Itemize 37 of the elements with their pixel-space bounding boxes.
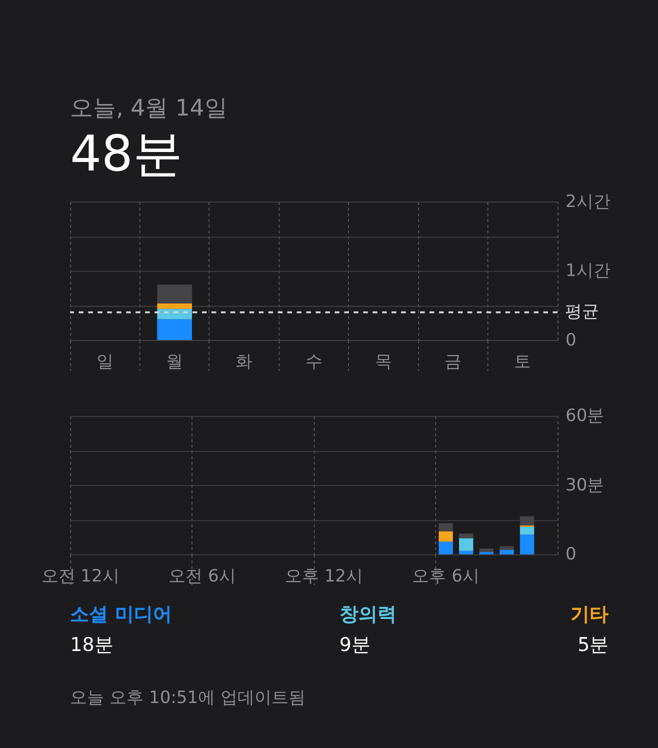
- x-tick-label: 오후 6시: [412, 566, 480, 586]
- y-tick-label: 60분: [566, 406, 604, 426]
- x-tick-label: 수: [305, 352, 322, 372]
- x-tick-label: 화: [236, 352, 253, 372]
- x-tick-label: 금: [444, 352, 462, 372]
- bar: [520, 526, 534, 535]
- x-tick-label: 월: [166, 352, 184, 372]
- bar: [438, 523, 453, 532]
- text: 9분: [339, 634, 370, 656]
- ref-line-label: 평균: [565, 302, 600, 322]
- x-tick-label: 오전 6시: [168, 566, 236, 586]
- bar: [459, 538, 474, 551]
- y-tick-label: 0: [566, 330, 576, 350]
- chart-title: 오늘, 4월 14일: [70, 95, 228, 122]
- x-tick-label: 목: [374, 352, 392, 372]
- bar: [479, 548, 494, 552]
- bar: [520, 534, 534, 554]
- x-tick-label: 오후 12시: [284, 566, 364, 586]
- y-tick-label: 1시간: [566, 261, 610, 282]
- chart-subtitle: 48분: [70, 124, 182, 182]
- bar: [459, 534, 474, 538]
- x-tick-label: 일: [96, 352, 114, 372]
- y-tick-label: 2시간: [566, 192, 610, 212]
- bar: [500, 550, 514, 554]
- x-tick-label: 토: [514, 352, 532, 372]
- text: 18분: [70, 634, 114, 656]
- text: 기타: [570, 604, 609, 626]
- x-tick-label: 오전 12시: [41, 566, 120, 586]
- y-tick-label: 30분: [566, 475, 604, 496]
- bar: [438, 542, 453, 554]
- text: 창의력: [339, 604, 396, 626]
- text: 5분: [578, 634, 609, 656]
- text: 소셜 미디어: [70, 604, 172, 626]
- bar: [438, 531, 453, 542]
- y-tick-label: 0: [566, 544, 576, 565]
- text: 오늘 오후 10:51에 업데이트됨: [70, 688, 306, 708]
- bar: [459, 550, 474, 554]
